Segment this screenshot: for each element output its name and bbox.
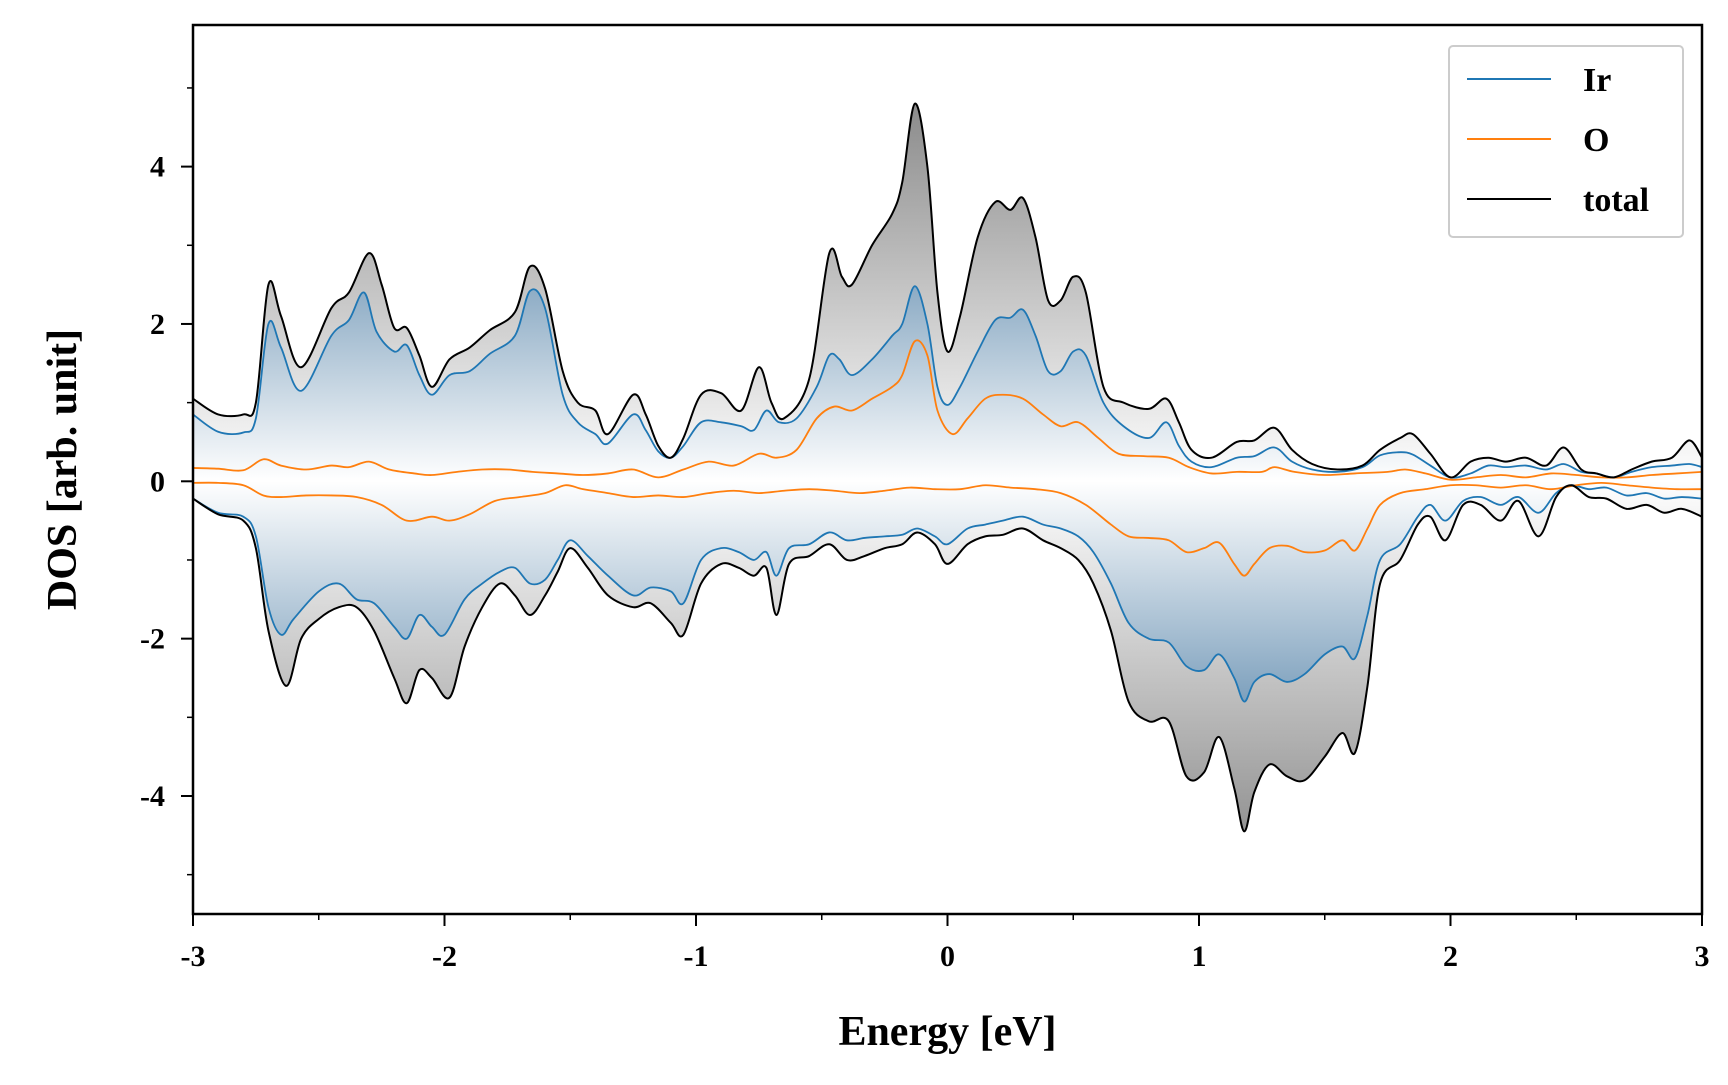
x-axis-label: Energy [eV]: [838, 1009, 1056, 1055]
x-tick-label: -3: [181, 940, 206, 973]
line-total-spin-up: [193, 102, 1702, 479]
line-total-spin-down: [193, 484, 1702, 833]
y-tick-label: -2: [140, 623, 165, 656]
legend-label-total: total: [1583, 182, 1649, 219]
legend-label-o: O: [1583, 122, 1609, 159]
legend-box: [1448, 45, 1684, 238]
x-axis: -3 -2 -1 0 1 2 3: [181, 914, 1710, 973]
y-tick-label: 4: [150, 151, 165, 184]
y-tick-label: 2: [150, 308, 165, 341]
area-ir-spin-down: [193, 481, 1702, 702]
x-tick-label: -1: [684, 940, 709, 973]
x-tick-label: 2: [1443, 940, 1458, 973]
y-axis: -4 -2 0 2 4: [140, 87, 193, 876]
line-ir-spin-up: [193, 285, 1702, 479]
x-tick-label: -2: [432, 940, 457, 973]
legend-label-ir: Ir: [1583, 62, 1611, 99]
line-o-spin-up: [193, 339, 1702, 481]
line-ir-spin-down: [193, 484, 1702, 703]
area-ir-spin-up: [193, 286, 1702, 482]
x-tick-label: 0: [940, 940, 955, 973]
x-tick-label: 3: [1695, 940, 1710, 973]
y-axis-label: DOS [arb. unit]: [40, 329, 86, 610]
plot-area: [193, 102, 1702, 833]
x-tick-label: 1: [1192, 940, 1207, 973]
y-tick-label: 0: [150, 465, 165, 498]
y-tick-label: -4: [140, 780, 165, 813]
line-o-spin-down: [193, 481, 1702, 577]
